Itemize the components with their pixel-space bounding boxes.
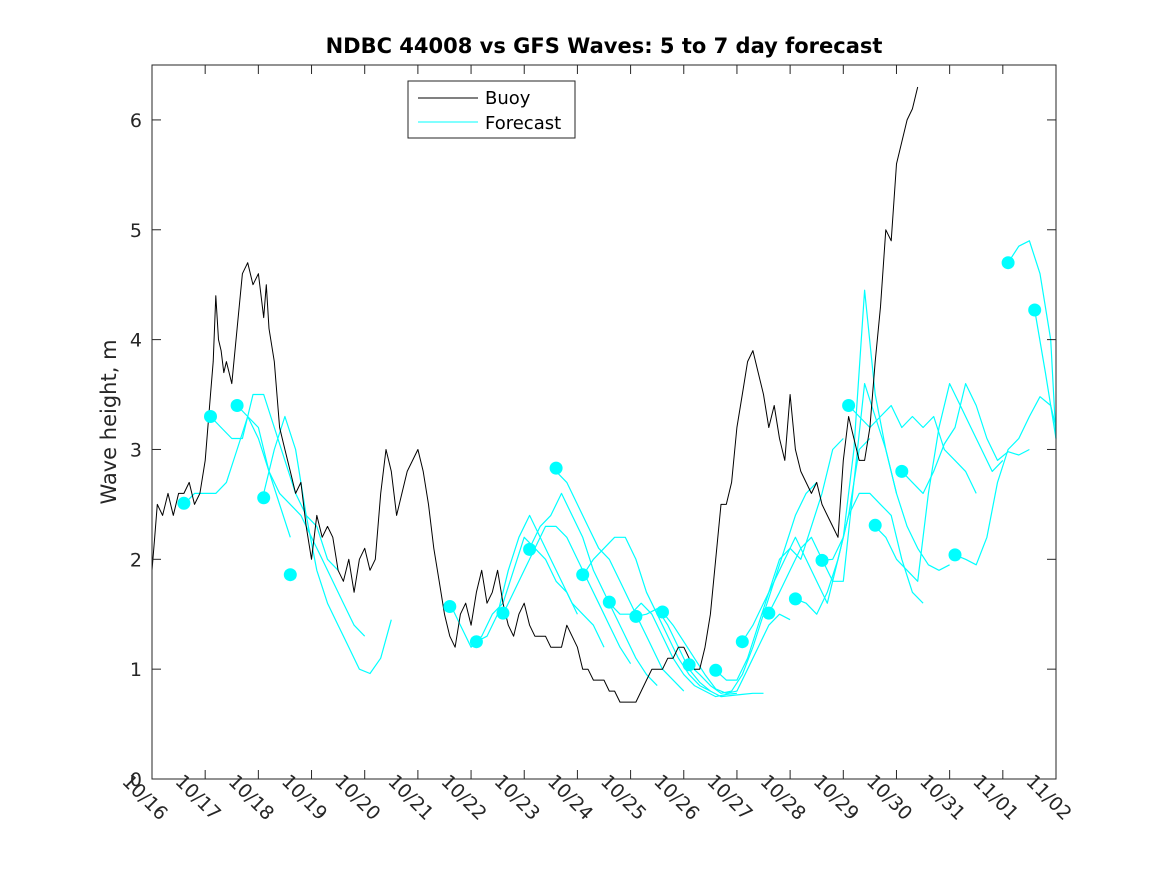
forecast-series-7	[529, 492, 658, 687]
forecast-series-14	[715, 438, 844, 681]
forecast-series-21	[901, 383, 1030, 494]
y-tick-label-3: 3	[130, 439, 142, 461]
forecast-series-12	[662, 611, 791, 694]
buoy-series	[151, 86, 919, 703]
forecast-marker-11	[602, 595, 616, 609]
forecast-marker-8	[523, 542, 537, 556]
forecast-marker-25	[1028, 303, 1042, 317]
forecast-series-9	[582, 536, 711, 692]
forecast-markers	[177, 256, 1042, 677]
legend-forecast-label: Forecast	[485, 113, 561, 134]
forecast-marker-16	[735, 635, 749, 649]
forecast-marker-22	[895, 464, 909, 478]
forecast-marker-23	[948, 548, 962, 562]
forecast-marker-1	[204, 410, 217, 423]
forecast-marker-5	[443, 600, 457, 613]
forecast-marker-20	[842, 399, 856, 412]
forecast-series-4	[449, 536, 578, 648]
y-tick-label-5: 5	[130, 220, 142, 242]
forecast-marker-13	[656, 605, 669, 619]
forecast-series-17	[795, 492, 924, 615]
forecast-marker-0	[177, 496, 191, 510]
forecast-series-6	[502, 525, 632, 665]
forecast-marker-15	[709, 663, 723, 677]
forecast-series-24	[1034, 309, 1057, 439]
forecast-marker-19	[815, 553, 829, 567]
chart-title: NDBC 44008 vs GFS Waves: 5 to 7 day fore…	[326, 34, 883, 58]
plot-area: 10/1610/1710/1810/1910/2010/2110/2210/23…	[118, 64, 1076, 825]
forecast-marker-2	[230, 399, 244, 412]
forecast-marker-12	[629, 609, 643, 623]
forecast-marker-21	[868, 518, 882, 532]
legend-buoy-label: Buoy	[485, 88, 531, 109]
forecast-marker-14	[682, 658, 696, 672]
plot-frame	[151, 64, 1057, 780]
y-axis-label: Wave height, m	[97, 339, 121, 504]
y-tick-label-4: 4	[130, 330, 142, 352]
forecast-marker-18	[788, 592, 802, 606]
y-tick-label-1: 1	[130, 659, 142, 681]
legend: Buoy Forecast	[407, 80, 576, 139]
forecast-marker-3	[257, 491, 271, 505]
forecast-marker-4	[283, 568, 297, 582]
forecast-series-0	[183, 415, 291, 538]
forecast-series-20	[874, 383, 1004, 582]
forecast-marker-9	[549, 461, 563, 475]
forecast-series-2	[236, 405, 366, 637]
y-tick-label-6: 6	[130, 110, 142, 132]
y-tick-label-2: 2	[130, 549, 142, 571]
legend-box	[407, 80, 576, 139]
y-axis: 0 1 2 3 4 5 6	[130, 110, 1056, 791]
forecast-series-22	[954, 396, 1057, 566]
forecast-series-13	[688, 481, 818, 694]
forecast-series-18	[821, 289, 950, 571]
forecast-series-1	[210, 393, 339, 571]
forecast-series-16	[768, 383, 898, 614]
plot-background	[152, 65, 1056, 779]
y-tick-label-0: 0	[130, 769, 142, 791]
forecast-marker-10	[576, 568, 590, 582]
forecast-marker-6	[469, 635, 483, 649]
buoy-line-group	[151, 86, 919, 703]
forecast-series-3	[263, 415, 392, 675]
forecast-marker-24	[1001, 256, 1015, 270]
forecast-series-23	[1007, 240, 1057, 439]
forecast-marker-7	[496, 606, 510, 620]
forecast-marker-17	[762, 606, 776, 620]
